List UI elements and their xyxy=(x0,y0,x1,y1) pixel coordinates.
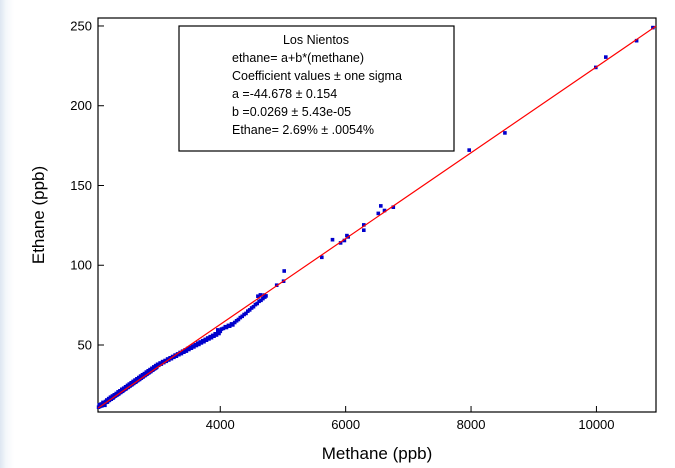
data-point xyxy=(157,363,161,368)
data-point xyxy=(224,325,229,330)
data-point xyxy=(242,312,246,317)
data-point xyxy=(338,241,343,245)
data-point xyxy=(214,333,219,337)
data-point xyxy=(282,269,286,273)
y-tick-label: 200 xyxy=(70,98,92,113)
data-point xyxy=(362,223,366,227)
data-point xyxy=(199,341,204,345)
annotation-equation: ethane= a+b*(methane) xyxy=(232,51,364,65)
data-point xyxy=(251,304,256,309)
annotation-title: Los Nientos xyxy=(283,33,349,47)
data-point xyxy=(217,331,221,336)
data-point xyxy=(236,317,241,322)
data-point xyxy=(345,233,349,238)
data-point xyxy=(179,351,184,356)
data-point xyxy=(197,342,201,347)
annotation-coef-header: Coefficient values ± one sigma xyxy=(232,69,402,83)
data-point xyxy=(231,323,235,327)
data-point xyxy=(391,205,396,209)
data-point xyxy=(194,343,199,348)
fit-line xyxy=(97,25,657,409)
data-point xyxy=(227,324,232,328)
data-point xyxy=(362,228,366,232)
data-point xyxy=(249,306,254,310)
y-tick-label: 250 xyxy=(70,18,92,33)
annotation-percent: Ethane= 2.69% ± .0054% xyxy=(232,123,374,137)
data-point xyxy=(467,148,471,152)
x-tick-label: 8000 xyxy=(457,417,486,432)
y-tick-label: 50 xyxy=(78,338,92,353)
annotation-coef-a: a =-44.678 ± 0.154 xyxy=(232,87,337,101)
data-point xyxy=(240,314,244,319)
fit-annotation-box: Los Nientos ethane= a+b*(methane) Coeffi… xyxy=(178,25,455,152)
x-tick-label: 6000 xyxy=(331,417,360,432)
data-point xyxy=(172,355,176,360)
data-point xyxy=(103,403,107,408)
data-point xyxy=(261,296,265,301)
data-point xyxy=(212,334,216,338)
x-tick-label: 10000 xyxy=(578,417,614,432)
data-point xyxy=(216,328,220,332)
annotation-coef-b: b =0.0269 ± 5.43e-05 xyxy=(232,105,351,119)
data-point xyxy=(604,55,608,59)
data-point xyxy=(218,329,223,334)
data-point xyxy=(320,255,324,260)
data-point xyxy=(244,311,248,316)
data-point xyxy=(247,308,252,312)
axis-ticks xyxy=(98,25,597,412)
data-point xyxy=(342,238,347,243)
data-point xyxy=(177,352,181,357)
y-tick-label: 100 xyxy=(70,258,92,273)
data-point xyxy=(182,350,186,354)
data-point xyxy=(184,349,189,353)
data-point xyxy=(221,326,226,331)
data-point xyxy=(246,309,250,313)
x-axis-title: Methane (ppb) xyxy=(322,444,433,463)
data-point xyxy=(209,335,214,340)
annotation-border xyxy=(178,25,455,152)
data-point xyxy=(258,293,263,297)
tick-labels: 4000 6000 8000 10000 50 100 150 200 250 xyxy=(70,18,614,432)
data-point xyxy=(259,298,263,303)
data-point xyxy=(238,315,243,320)
data-point xyxy=(207,337,211,341)
data-point xyxy=(330,237,335,242)
data-point xyxy=(202,339,206,344)
data-point xyxy=(376,211,381,216)
y-axis-title: Ethane (ppb) xyxy=(29,166,48,264)
data-point xyxy=(256,294,260,298)
x-tick-label: 4000 xyxy=(206,417,235,432)
data-point xyxy=(155,365,159,369)
fit-line-group xyxy=(97,25,657,409)
data-point xyxy=(382,208,387,213)
data-point xyxy=(204,338,209,342)
data-point xyxy=(232,320,237,325)
y-tick-label: 150 xyxy=(70,178,92,193)
data-point xyxy=(189,346,194,350)
data-point xyxy=(192,345,196,349)
data-point xyxy=(379,204,383,208)
data-point xyxy=(169,356,174,361)
data-point xyxy=(174,354,179,358)
data-point xyxy=(255,301,259,306)
data-point xyxy=(264,294,268,298)
data-point xyxy=(503,131,507,135)
data-point xyxy=(257,299,261,304)
data-point xyxy=(634,38,639,43)
data-point xyxy=(187,347,191,352)
data-point xyxy=(219,327,224,331)
